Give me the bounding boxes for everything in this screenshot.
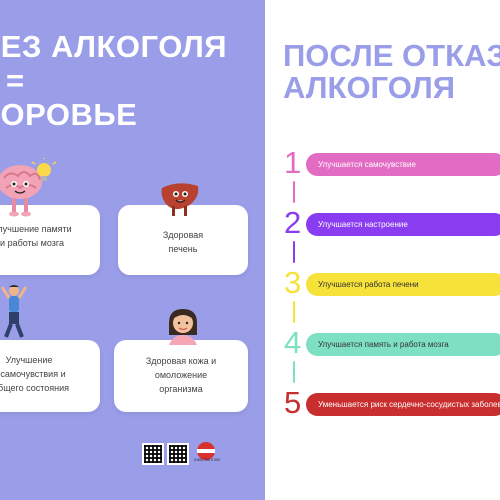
qr-code-2-pattern [169,445,187,463]
card-wellbeing-text: Улучшение самочувствия и общего состояни… [0,353,100,395]
item-text: Улучшается память и работа мозга [318,340,449,349]
card-wellbeing-line-2: самочувствия и [0,369,66,379]
liver-illustration-icon [161,183,199,216]
card-wellbeing-line-1: Улучшение [5,355,53,365]
left-title-line-1: БЕЗ АЛКОГОЛЯ [0,29,228,64]
card-skin-line-1: Здоровая кожа и [145,356,217,366]
item-number: 4 [284,325,302,360]
card-memory-text: Улучшение памяти и работы мозга [0,222,100,250]
item-bar: Уменьшается риск сердечно-сосудистых заб… [306,393,500,416]
card-liver-line-1: Здоровая [162,230,204,240]
item-number: 5 [284,385,302,420]
item-connector [293,181,295,203]
qr-code-1 [142,443,164,465]
card-liver [118,205,248,275]
list-item: 4 Улучшается память и работа мозга [284,325,500,385]
item-connector [293,301,295,323]
left-title: БЕЗ АЛКОГОЛЯ = ЗДОРОВЬЕ [0,30,227,132]
card-wellbeing [0,340,100,412]
list-item: 1 Улучшается самочувствие [284,145,500,205]
jumping-man-illustration-icon [0,285,28,338]
right-title-line-2: АЛКОГОЛЯ [283,70,456,105]
item-bar: Улучшается работа печени [306,273,500,296]
item-text: Улучшается самочувствие [318,160,416,169]
item-connector [293,361,295,383]
item-text: Улучшается работа печени [318,280,419,289]
item-bar: Улучшается память и работа мозга [306,333,500,356]
hotline-badge-text: 8 800 200 0 200 [194,458,220,462]
item-bar: Улучшается настроение [306,213,500,236]
card-memory-line-2: и работы мозга [0,238,64,248]
item-number: 2 [284,205,302,240]
card-skin-line-3: организма [159,384,203,394]
item-text: Уменьшается риск сердечно-сосудистых заб… [318,400,500,409]
item-bar: Улучшается самочувствие [306,153,500,176]
qr-code-2 [167,443,189,465]
card-memory-line-1: Улучшение памяти [0,224,72,234]
item-number: 3 [284,265,302,300]
card-memory [0,205,100,275]
card-liver-line-2: печень [168,244,198,254]
card-skin-text: Здоровая кожа и омоложение организма [114,354,248,396]
benefits-list: 1 Улучшается самочувствие 2 Улучшается н… [284,145,500,445]
brain-illustration-icon [0,158,57,217]
woman-illustration-icon [169,309,197,345]
card-skin-line-2: омоложение [154,370,208,380]
hotline-logo-icon [197,442,215,460]
qr-code-1-pattern [144,445,162,463]
left-panel: БЕЗ АЛКОГОЛЯ = ЗДОРОВЬЕ Улучшение памяти… [0,0,265,500]
item-number: 1 [284,145,302,180]
item-text: Улучшается настроение [318,220,408,229]
card-wellbeing-line-3: общего состояния [0,383,69,393]
left-title-line-3: ЗДОРОВЬЕ [0,97,138,132]
list-item: 3 Улучшается работа печени [284,265,500,325]
list-item: 5 Уменьшается риск сердечно-сосудистых з… [284,385,500,445]
card-liver-text: Здоровая печень [118,228,248,256]
item-connector [293,241,295,263]
card-skin [114,340,248,412]
list-item: 2 Улучшается настроение [284,205,500,265]
left-title-line-2: = [6,63,25,98]
